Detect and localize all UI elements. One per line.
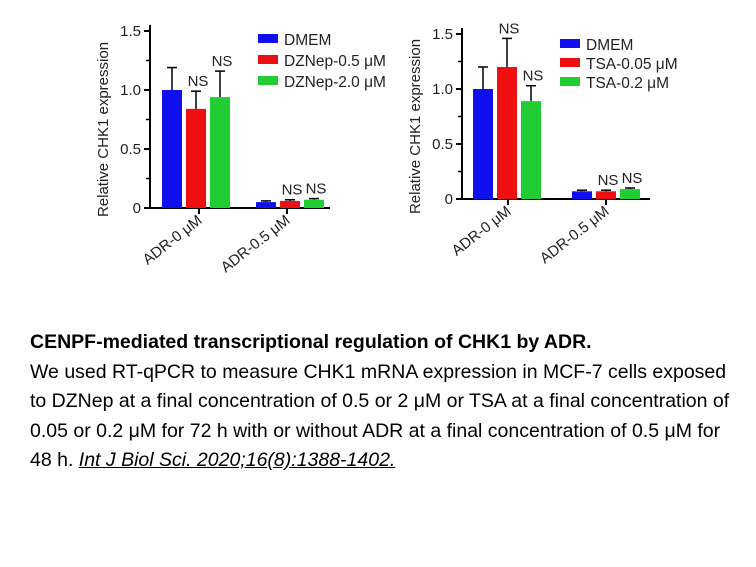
figure: 0 0.5 1.0 1.5 Relative CHK1 expression NS NS AD…	[95, 20, 678, 276]
chart2-legend-swatch	[560, 77, 580, 86]
chart1-bar	[210, 97, 230, 208]
chart2-y-tick-label: 1.0	[432, 81, 453, 98]
chart2-bar	[473, 89, 493, 199]
chart2-bar	[521, 101, 541, 199]
chart1-significance-label: NS	[212, 53, 233, 70]
chart2-legend-entry: TSA-0.05 μM	[586, 56, 678, 73]
chart1-y-tick-label: 1.0	[120, 82, 141, 99]
caption-title: CENPF-mediated transcriptional regulatio…	[30, 331, 592, 353]
chart1-y-tick-label: 0	[133, 200, 141, 217]
chart1-significance-label: NS	[306, 181, 327, 198]
chart2-significance-label: NS	[598, 172, 619, 189]
chart2-y-axis-label: Relative CHK1 expression	[407, 39, 424, 214]
chart1-legend-swatch	[258, 76, 278, 85]
chart2-y-tick-label: 0	[445, 191, 453, 208]
caption-citation[interactable]: Int J Biol Sci. 2020;16(8):1388-1402.	[78, 449, 396, 471]
chart2-y-tick-label: 0.5	[432, 136, 453, 153]
chart1-significance-label: NS	[188, 73, 209, 90]
chart1-bar	[256, 202, 276, 208]
chart2-significance-label: NS	[622, 170, 643, 187]
chart1-legend-swatch	[258, 34, 278, 43]
chart2-y-tick-label: 1.5	[432, 26, 453, 43]
chart1-bar	[162, 90, 182, 208]
chart1-legend-swatch	[258, 55, 278, 64]
chart2-significance-label: NS	[499, 20, 520, 37]
chart1-legend-entry: DZNep-0.5 μM	[284, 53, 386, 70]
chart1-y-tick-label: 0.5	[120, 141, 141, 158]
chart1-bar	[280, 200, 300, 208]
chart1-legend-entry: DMEM	[284, 32, 331, 49]
chart2-legend-entry: DMEM	[586, 37, 633, 54]
chart2-significance-label: NS	[523, 68, 544, 85]
chart2-x-tick-label: ADR-0.5 μM	[537, 203, 613, 267]
chart2-bar	[596, 191, 616, 199]
chart1-x-tick-label: ADR-0.5 μM	[218, 212, 294, 276]
chart1-significance-label: NS	[282, 182, 303, 199]
chart1-bar	[304, 199, 324, 208]
chart1-bar	[186, 108, 206, 208]
chart2-bar	[620, 189, 640, 199]
caption-body: We used RT-qPCR to measure CHK1 mRNA exp…	[30, 360, 730, 472]
chart2-x-tick-label: ADR-0 μM	[449, 203, 515, 260]
chart2-legend-swatch	[560, 58, 580, 67]
chart1-y-tick-label: 1.5	[120, 23, 141, 40]
chart1-y-axis-label: Relative CHK1 expression	[95, 42, 112, 217]
chart2-legend-entry: TSA-0.2 μM	[586, 75, 669, 92]
chart2-legend-swatch	[560, 39, 580, 48]
chart1-legend-entry: DZNep-2.0 μM	[284, 74, 386, 91]
chart2-bar	[572, 191, 592, 199]
figure-caption: CENPF-mediated transcriptional regulatio…	[30, 328, 730, 476]
chart1-x-tick-label: ADR-0 μM	[140, 212, 206, 269]
chart2-bar	[497, 67, 517, 199]
